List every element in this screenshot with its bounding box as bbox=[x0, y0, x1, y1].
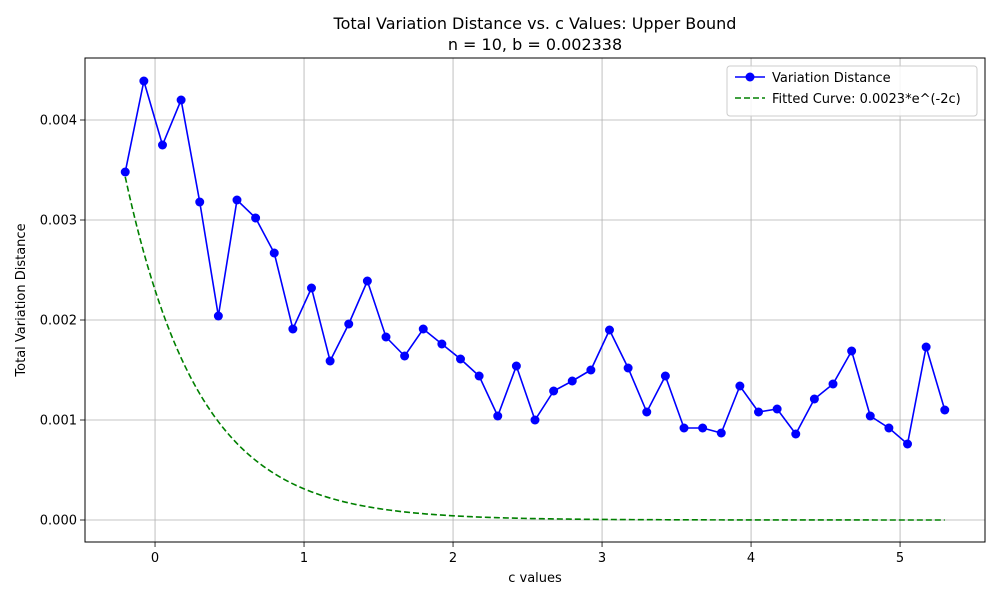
y-tick-label: 0.002 bbox=[40, 314, 77, 329]
data-point bbox=[828, 379, 838, 389]
grid bbox=[85, 58, 985, 542]
y-tick-label: 0.000 bbox=[40, 514, 77, 529]
data-point bbox=[251, 213, 261, 223]
data-point bbox=[642, 407, 652, 417]
data-point bbox=[288, 324, 298, 334]
data-point bbox=[698, 423, 708, 433]
data-point bbox=[884, 423, 894, 433]
data-point bbox=[157, 140, 167, 150]
x-tick-label: 3 bbox=[598, 551, 606, 566]
data-point bbox=[791, 429, 801, 439]
series-line-fitted-curve bbox=[124, 176, 945, 521]
data-point bbox=[940, 405, 950, 415]
data-point bbox=[400, 351, 410, 361]
data-point bbox=[418, 324, 428, 334]
data-point bbox=[735, 381, 745, 391]
x-tick-label: 4 bbox=[747, 551, 755, 566]
data-point bbox=[549, 386, 559, 396]
y-tick-label: 0.001 bbox=[40, 414, 77, 429]
x-tick-label: 2 bbox=[449, 551, 457, 566]
x-tick-label: 0 bbox=[151, 551, 159, 566]
data-point bbox=[716, 428, 726, 438]
data-point bbox=[306, 283, 316, 293]
chart-title: Total Variation Distance vs. c Values: U… bbox=[333, 14, 737, 33]
data-point bbox=[344, 319, 354, 329]
x-axis-label: c values bbox=[508, 571, 562, 586]
data-point bbox=[362, 276, 372, 286]
data-point bbox=[623, 363, 633, 373]
data-point bbox=[195, 197, 205, 207]
legend-label-variation: Variation Distance bbox=[772, 71, 891, 86]
data-point bbox=[847, 346, 857, 356]
data-point bbox=[679, 423, 689, 433]
plot-frame bbox=[84, 57, 986, 543]
data-point bbox=[660, 371, 670, 381]
x-tick-label: 1 bbox=[300, 551, 308, 566]
series-line-variation-distance bbox=[124, 80, 946, 446]
data-point bbox=[567, 376, 577, 386]
y-axis: 0.000 0.001 0.002 0.003 0.004 bbox=[40, 114, 85, 529]
data-point bbox=[474, 371, 484, 381]
legend-label-fitted: Fitted Curve: 0.0023*e^(-2c) bbox=[772, 92, 961, 107]
data-point bbox=[530, 415, 540, 425]
data-point bbox=[903, 439, 913, 449]
y-tick-label: 0.004 bbox=[40, 114, 77, 129]
data-point bbox=[605, 325, 615, 335]
data-point bbox=[772, 404, 782, 414]
data-point bbox=[921, 342, 931, 352]
data-point bbox=[325, 356, 335, 366]
data-point bbox=[455, 354, 465, 364]
y-tick-label: 0.003 bbox=[40, 214, 77, 229]
data-point bbox=[437, 339, 447, 349]
data-point bbox=[381, 332, 391, 342]
y-axis-label: Total Variation Distance bbox=[14, 223, 29, 377]
data-point bbox=[493, 411, 503, 421]
data-point bbox=[139, 76, 149, 86]
chart-subtitle: n = 10, b = 0.002338 bbox=[448, 35, 622, 54]
data-point bbox=[511, 361, 521, 371]
data-point bbox=[754, 407, 764, 417]
data-point bbox=[865, 411, 875, 421]
data-point bbox=[809, 394, 819, 404]
legend-box bbox=[726, 65, 978, 117]
legend-marker-variation bbox=[745, 72, 755, 82]
x-tick-label: 5 bbox=[896, 551, 904, 566]
data-point bbox=[269, 248, 279, 258]
data-point bbox=[232, 195, 242, 205]
data-point bbox=[213, 311, 223, 321]
data-point bbox=[586, 365, 596, 375]
x-axis: 0 1 2 3 4 5 bbox=[151, 542, 904, 566]
data-point bbox=[120, 167, 130, 177]
data-point bbox=[176, 95, 186, 105]
plot-series bbox=[120, 76, 950, 521]
legend: Variation Distance Fitted Curve: 0.0023*… bbox=[726, 65, 978, 117]
